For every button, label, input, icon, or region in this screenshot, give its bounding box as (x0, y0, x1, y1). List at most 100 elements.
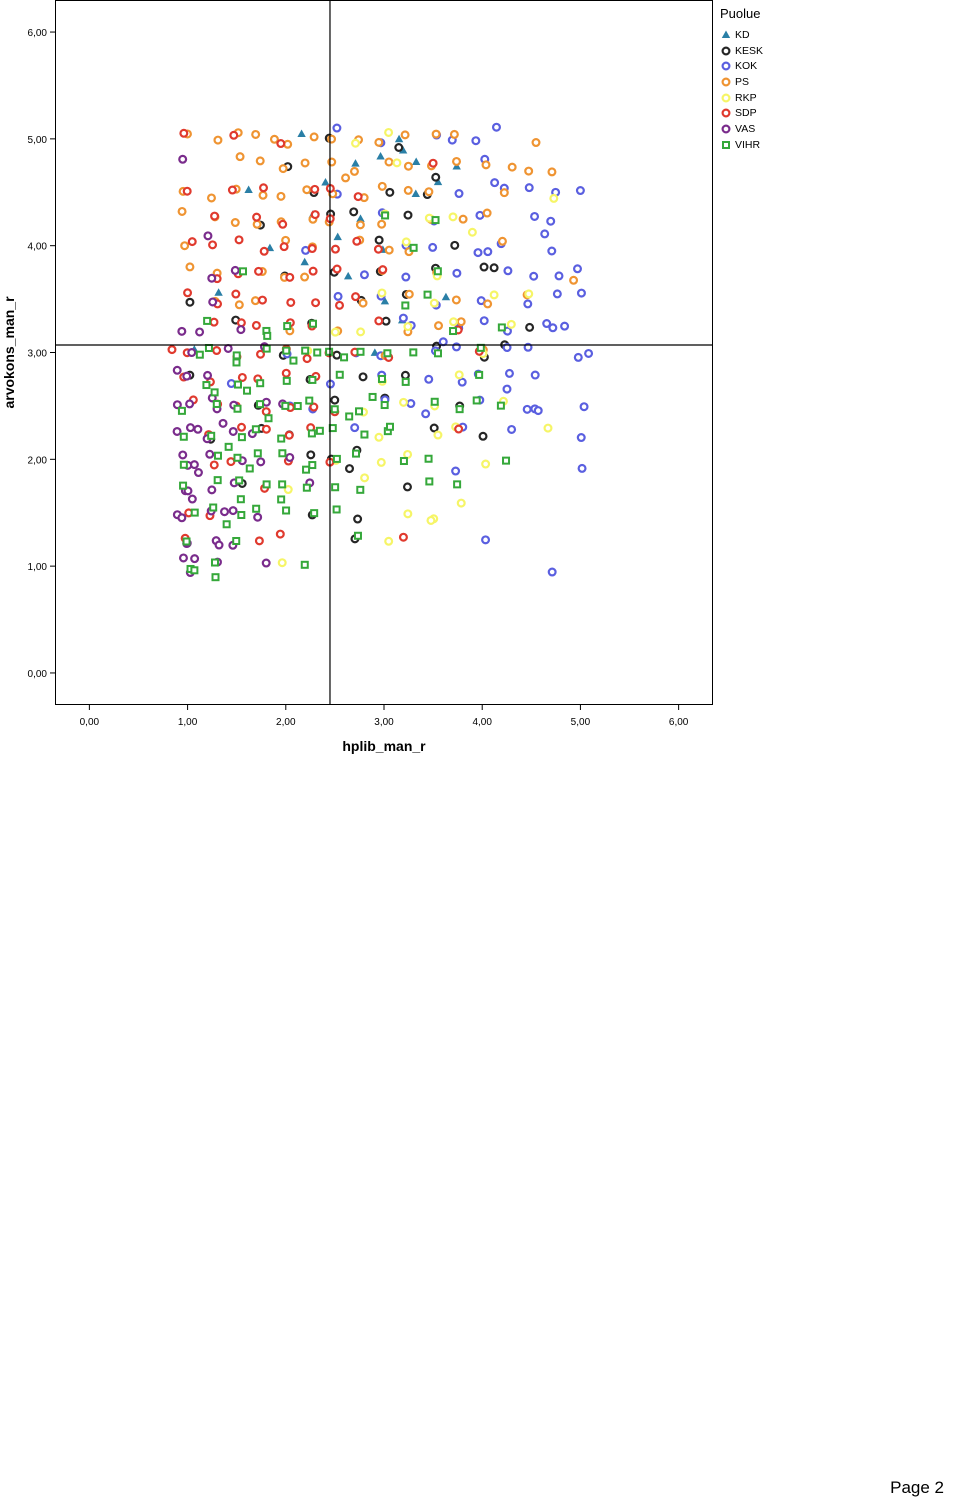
point-vihr (239, 267, 248, 276)
point-ps (452, 156, 462, 166)
point-sdp (212, 346, 222, 356)
point-vihr (182, 537, 191, 546)
point-kesk (381, 316, 391, 326)
point-rkp (506, 319, 516, 329)
point-vihr (207, 431, 216, 440)
point-ps (185, 262, 195, 272)
point-vas (187, 348, 197, 358)
point-kd (321, 177, 330, 186)
point-ps (177, 206, 187, 216)
point-vihr (204, 344, 213, 353)
point-vihr (255, 400, 264, 409)
point-kok (504, 368, 514, 378)
point-kok (524, 183, 534, 193)
point-kok (333, 291, 343, 301)
point-ps (481, 160, 491, 170)
legend-marker (721, 108, 731, 118)
point-vihr (385, 422, 394, 431)
point-sdp (254, 536, 264, 546)
reference-lines (55, 0, 713, 705)
point-vihr (302, 483, 311, 492)
legend-symbol-kok (721, 61, 731, 71)
legend-marker (721, 46, 731, 56)
point-vihr (245, 464, 254, 473)
point-vihr (278, 480, 287, 489)
point-vihr (293, 402, 302, 411)
point-vas (172, 365, 182, 375)
point-vihr (331, 483, 340, 492)
point-sdp (209, 460, 219, 470)
x-tick-label: 1,00 (178, 717, 198, 728)
legend-symbol-vas (721, 124, 731, 134)
point-vihr (289, 356, 298, 365)
legend-label: VAS (735, 122, 756, 135)
point-vihr (195, 350, 204, 359)
point-kok (572, 264, 582, 274)
point-vihr (283, 322, 292, 331)
point-kd (333, 232, 342, 241)
legend-label: KD (735, 28, 750, 41)
point-rkp (543, 423, 553, 433)
legend-symbol-vihr (722, 140, 730, 149)
point-ps (300, 272, 310, 282)
point-rkp (549, 193, 559, 203)
point-sdp (261, 424, 271, 434)
legend-marker (721, 124, 731, 134)
point-sdp (373, 244, 383, 254)
legend-item-vihr: VIHR (720, 137, 950, 153)
point-vihr (282, 506, 291, 515)
point-sdp (278, 219, 288, 229)
point-kesk (385, 187, 395, 197)
point-vas (223, 343, 233, 353)
point-vihr (277, 434, 286, 443)
point-sdp (378, 265, 388, 275)
point-vihr (401, 377, 410, 386)
point-vihr (237, 433, 246, 442)
point-sdp (275, 529, 285, 539)
point-rkp (351, 138, 361, 148)
point-ps (258, 190, 268, 200)
point-vihr (475, 370, 484, 379)
point-vihr (224, 442, 233, 451)
point-vihr (232, 358, 241, 367)
point-sdp (330, 244, 340, 254)
point-sdp (234, 235, 244, 245)
point-rkp (403, 449, 413, 459)
legend-item-kesk: KESK (720, 43, 950, 59)
x-tick-label: 6,00 (669, 717, 689, 728)
point-vihr (315, 426, 324, 435)
point-ps (302, 185, 312, 195)
point-rkp (403, 322, 413, 332)
point-vihr (355, 407, 364, 416)
point-rkp (384, 536, 394, 546)
x-tick-label: 4,00 (472, 717, 492, 728)
point-kesk (358, 372, 368, 382)
point-vas (178, 553, 188, 563)
point-vihr (496, 401, 505, 410)
point-rkp (392, 158, 402, 168)
point-vas (236, 325, 246, 335)
point-ps (403, 161, 413, 171)
point-ps (458, 214, 468, 224)
point-kok (548, 323, 558, 333)
y-axis-ticks: 0,00 1,00 2,00 3,00 4,00 5,00 6,00 (28, 28, 55, 680)
legend-label: VIHR (735, 138, 761, 151)
legend-item-ps: PS (720, 74, 950, 90)
point-kd (398, 145, 408, 154)
point-ps (497, 236, 507, 246)
point-sdp (279, 242, 289, 252)
point-vihr (302, 465, 311, 474)
point-vas (230, 265, 240, 275)
point-vihr (305, 396, 314, 405)
point-ps (300, 158, 310, 168)
point-vas (172, 426, 182, 436)
point-kd (380, 296, 390, 305)
point-sdp (256, 349, 266, 359)
point-kok (424, 374, 434, 384)
point-kok (523, 299, 533, 309)
point-vihr (300, 560, 309, 569)
point-kok (475, 210, 485, 220)
x-tick-label: 3,00 (374, 717, 394, 728)
point-vas (189, 460, 199, 470)
point-kesk (431, 172, 441, 182)
